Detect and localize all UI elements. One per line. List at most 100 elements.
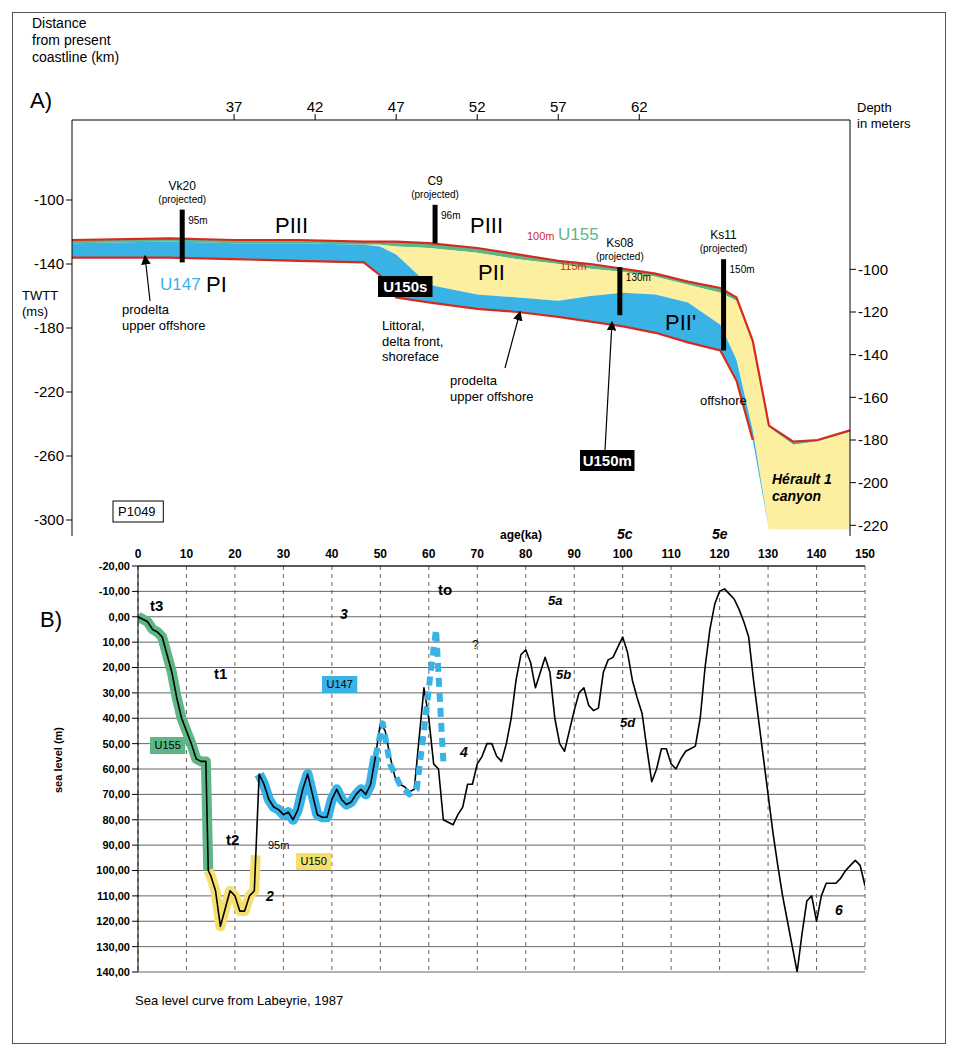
svg-text:-260: -260 xyxy=(34,447,64,464)
svg-text:U150m: U150m xyxy=(583,452,632,469)
svg-text:20: 20 xyxy=(228,547,242,561)
svg-text:Vk20: Vk20 xyxy=(169,179,197,193)
svg-text:62: 62 xyxy=(631,98,648,115)
svg-text:-180: -180 xyxy=(858,431,888,448)
svg-text:age(ka): age(ka) xyxy=(500,528,542,542)
svg-text:80,00: 80,00 xyxy=(102,814,130,826)
svg-text:(projected): (projected) xyxy=(411,189,459,200)
svg-text:U147: U147 xyxy=(326,678,352,690)
svg-text:-10,00: -10,00 xyxy=(99,585,130,597)
svg-text:U150: U150 xyxy=(300,855,326,867)
svg-text:95m: 95m xyxy=(188,215,207,226)
svg-text:40: 40 xyxy=(325,547,339,561)
svg-text:20,00: 20,00 xyxy=(102,661,130,673)
svg-text:5c: 5c xyxy=(617,526,633,542)
svg-text:130,00: 130,00 xyxy=(96,941,130,953)
svg-text:Littoral,delta front,shoreface: Littoral,delta front,shoreface xyxy=(382,318,443,364)
svg-text:0: 0 xyxy=(135,547,142,561)
svg-text:prodeltaupper offshore: prodeltaupper offshore xyxy=(450,373,534,404)
svg-text:P1049: P1049 xyxy=(118,504,156,519)
svg-text:10,00: 10,00 xyxy=(102,636,130,648)
svg-text:U155: U155 xyxy=(154,739,180,751)
svg-text:t1: t1 xyxy=(214,665,227,682)
svg-text:PII: PII xyxy=(478,260,505,285)
svg-text:70,00: 70,00 xyxy=(102,788,130,800)
svg-text:t2: t2 xyxy=(226,831,239,848)
svg-text:-120: -120 xyxy=(858,303,888,320)
svg-text:-100: -100 xyxy=(858,261,888,278)
svg-text:t3: t3 xyxy=(150,597,163,614)
svg-text:U147: U147 xyxy=(160,275,201,294)
svg-text:2: 2 xyxy=(265,888,274,904)
svg-text:(projected): (projected) xyxy=(700,243,748,254)
svg-text:4: 4 xyxy=(459,744,468,760)
svg-text:prodeltaupper offshore: prodeltaupper offshore xyxy=(122,302,206,333)
svg-text:5b: 5b xyxy=(556,667,571,682)
svg-text:-220: -220 xyxy=(34,383,64,400)
svg-text:130: 130 xyxy=(758,547,778,561)
svg-text:42: 42 xyxy=(307,98,324,115)
svg-text:110,00: 110,00 xyxy=(97,890,130,902)
svg-text:B): B) xyxy=(40,607,62,632)
svg-text:140: 140 xyxy=(807,547,827,561)
svg-text:95m: 95m xyxy=(268,839,289,851)
svg-text:0,00: 0,00 xyxy=(109,611,130,623)
svg-text:Ks11: Ks11 xyxy=(710,228,737,242)
svg-text:130m: 130m xyxy=(626,272,651,283)
svg-text:5e: 5e xyxy=(712,526,728,542)
svg-text:50,00: 50,00 xyxy=(102,738,130,750)
svg-text:150m: 150m xyxy=(730,264,755,275)
svg-text:100,00: 100,00 xyxy=(96,864,130,876)
svg-text:70: 70 xyxy=(471,547,485,561)
svg-text:10: 10 xyxy=(180,547,194,561)
svg-text:5d: 5d xyxy=(620,715,636,730)
svg-text:100m: 100m xyxy=(527,230,555,242)
svg-text:90: 90 xyxy=(568,547,582,561)
svg-text:-220: -220 xyxy=(858,517,888,534)
svg-text:PIII: PIII xyxy=(470,213,503,238)
svg-text:6: 6 xyxy=(835,902,843,918)
svg-text:60,00: 60,00 xyxy=(102,763,130,775)
svg-text:120,00: 120,00 xyxy=(96,915,130,927)
svg-text:sea level (m): sea level (m) xyxy=(52,727,64,793)
svg-text:offshore: offshore xyxy=(700,393,747,408)
svg-text:-100: -100 xyxy=(34,191,64,208)
svg-text:Sea level curve from Labeyrie,: Sea level curve from Labeyrie, 1987 xyxy=(135,993,343,1008)
svg-text:37: 37 xyxy=(226,98,243,115)
svg-text:PIII: PIII xyxy=(275,213,308,238)
svg-text:-160: -160 xyxy=(858,389,888,406)
svg-text:Distancefrom presentcoastline: Distancefrom presentcoastline (km) xyxy=(32,15,119,65)
svg-text:115m: 115m xyxy=(560,260,587,272)
svg-text:(projected): (projected) xyxy=(158,194,206,205)
svg-text:50: 50 xyxy=(374,547,388,561)
svg-text:A): A) xyxy=(30,88,52,113)
svg-text:52: 52 xyxy=(469,98,486,115)
svg-text:PI: PI xyxy=(206,272,227,297)
svg-text:47: 47 xyxy=(388,98,405,115)
svg-text:100: 100 xyxy=(613,547,633,561)
svg-text:90,00: 90,00 xyxy=(102,839,130,851)
svg-text:PII': PII' xyxy=(665,310,696,335)
svg-text:-140: -140 xyxy=(34,255,64,272)
svg-text:30,00: 30,00 xyxy=(102,687,130,699)
svg-text:U155: U155 xyxy=(558,225,599,244)
svg-text:to: to xyxy=(438,581,452,598)
svg-text:U150s: U150s xyxy=(383,278,427,295)
svg-text:57: 57 xyxy=(550,98,567,115)
svg-text:5a: 5a xyxy=(548,593,562,608)
svg-text:40,00: 40,00 xyxy=(102,712,130,724)
svg-text:-20,00: -20,00 xyxy=(99,560,130,572)
svg-text:30: 30 xyxy=(277,547,291,561)
svg-text:-140: -140 xyxy=(858,346,888,363)
svg-text:Ks08: Ks08 xyxy=(606,236,634,250)
svg-text:96m: 96m xyxy=(441,210,460,221)
svg-text:?: ? xyxy=(472,638,479,652)
svg-text:150: 150 xyxy=(855,547,875,561)
svg-text:-200: -200 xyxy=(858,474,888,491)
svg-text:-300: -300 xyxy=(34,511,64,528)
svg-text:Depthin meters: Depthin meters xyxy=(857,100,911,131)
svg-text:3: 3 xyxy=(340,606,348,622)
svg-text:110: 110 xyxy=(661,547,681,561)
svg-text:-180: -180 xyxy=(34,319,64,336)
svg-text:Hérault 1canyon: Hérault 1canyon xyxy=(772,471,832,504)
